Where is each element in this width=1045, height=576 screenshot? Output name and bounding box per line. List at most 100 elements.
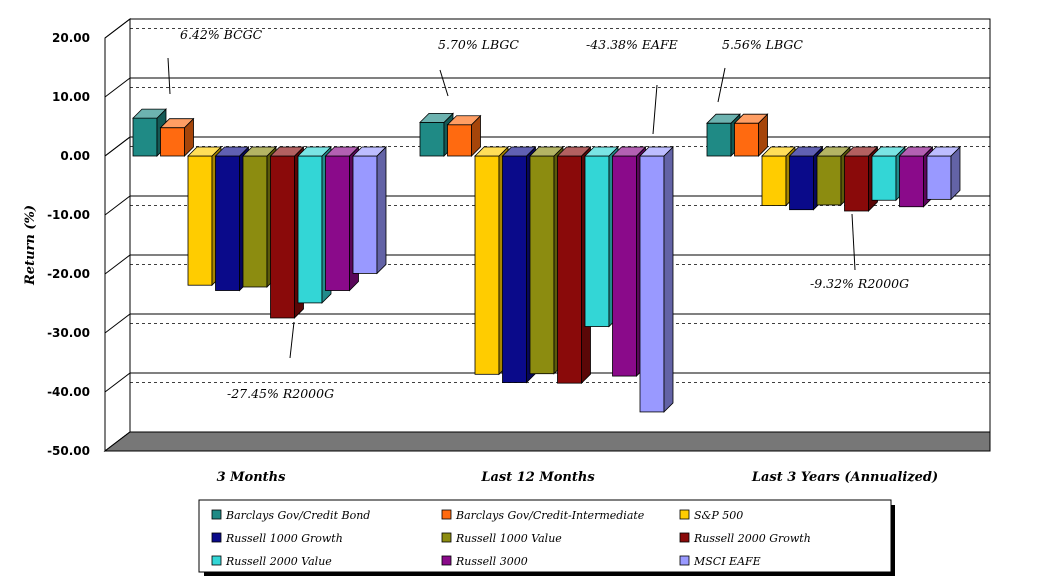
legend-label: Russell 2000 Value [225, 555, 332, 568]
y-axis-label: Return (%) [23, 205, 38, 286]
bar-front [871, 155, 897, 201]
bar-top [611, 146, 647, 157]
bar-top [187, 146, 222, 157]
legend-box [198, 499, 892, 573]
bar-top [269, 146, 305, 157]
y-tick-label: 0.00 [60, 149, 90, 163]
bar-top [843, 146, 879, 157]
annotation-leader [652, 84, 658, 135]
legend-swatch [441, 555, 452, 566]
annotation-leader [439, 69, 449, 97]
annotation-label: 6.42% BCGC [180, 27, 263, 42]
legend-label: Barclays Gov/Credit-Intermediate [455, 509, 645, 522]
bar-top [898, 146, 934, 157]
bar-top [639, 146, 674, 157]
legend-swatch [441, 532, 452, 543]
bar-front [557, 155, 582, 384]
y-tick-label: -50.00 [47, 444, 90, 458]
bar-0-1 [159, 117, 195, 157]
legend-label: S&P 500 [694, 509, 743, 522]
annotation-label: -9.32% R2000G [810, 276, 909, 291]
bar-front [844, 155, 869, 212]
legend-label: Russell 1000 Growth [225, 532, 343, 545]
legend-label: Russell 1000 Value [455, 532, 562, 545]
bar-front [447, 124, 472, 157]
annotation-leader [289, 321, 295, 359]
legend-label: Barclays Gov/Credit Bond [225, 509, 370, 522]
bar-top [788, 146, 824, 157]
bar-top [419, 112, 454, 123]
legend-shadow-bottom [204, 572, 895, 576]
y-tick-label: -30.00 [47, 326, 90, 340]
bar-top [816, 146, 851, 157]
bar-front [639, 155, 665, 413]
bar-front [419, 121, 445, 157]
bar-front [474, 155, 500, 375]
annotation-leader [167, 57, 171, 95]
bar-top [132, 108, 167, 119]
side-wall [104, 17, 131, 453]
bar-0-4 [242, 146, 277, 288]
annotation-leader [717, 67, 726, 103]
bar-top [501, 146, 537, 157]
bar-0-0 [132, 108, 167, 157]
bar-front [789, 155, 814, 211]
bar-top [926, 146, 961, 157]
legend-shadow-right [891, 505, 895, 576]
legend-swatch [441, 509, 452, 520]
bar-front [612, 155, 637, 377]
legend-swatch [679, 509, 690, 520]
bar-top [242, 146, 277, 157]
legend-label: Russell 2000 Growth [693, 532, 811, 545]
gridline-side [104, 18, 131, 39]
zero-line-side [104, 136, 131, 157]
bar-top [352, 146, 387, 157]
bar-top [871, 146, 906, 157]
gridline-side [104, 313, 131, 334]
legend-swatch [211, 555, 222, 566]
x-category-label: 3 Months [217, 470, 287, 485]
bar-side [663, 146, 674, 413]
bar-front [899, 155, 924, 208]
bar-front [584, 155, 610, 327]
x-category-label: Last 3 Years (Annualized) [751, 470, 938, 485]
bar-front [242, 155, 268, 288]
legend-label: Russell 3000 [455, 555, 528, 568]
bar-top [529, 146, 564, 157]
bar-front [734, 122, 759, 157]
bar-top [297, 146, 332, 157]
legend-swatch [679, 532, 690, 543]
bar-front [187, 155, 213, 286]
legend-swatch [679, 555, 690, 566]
bar-1-8 [639, 146, 674, 413]
floor [103, 431, 991, 452]
annotation-label: -43.38% EAFE [586, 37, 678, 52]
bar-2-0 [706, 113, 741, 157]
bar-0-8 [352, 146, 387, 275]
bar-front [132, 117, 158, 157]
bar-top [446, 115, 482, 126]
bar-side [376, 146, 387, 275]
legend-swatch [211, 532, 222, 543]
bar-top [584, 146, 619, 157]
annotation-leader [851, 213, 856, 271]
annotation-label: -27.45% R2000G [227, 386, 334, 401]
y-tick-label: 10.00 [52, 90, 90, 104]
gridline-side [104, 372, 131, 393]
legend-label: MSCI EAFE [693, 555, 761, 568]
bar-top [733, 113, 769, 124]
y-tick-label: -40.00 [47, 385, 90, 399]
annotation-label: 5.56% LBGC [722, 37, 803, 52]
bar-front [297, 155, 323, 304]
bar-top [214, 146, 250, 157]
bar-front [761, 155, 787, 206]
bar-front [502, 155, 527, 383]
x-category-label: Last 12 Months [480, 470, 595, 485]
bar-front [160, 127, 185, 157]
bar-front [706, 122, 732, 157]
legend-swatch [211, 509, 222, 520]
bar-top [706, 113, 741, 124]
bar-front [529, 155, 555, 375]
gridline-side [104, 254, 131, 275]
